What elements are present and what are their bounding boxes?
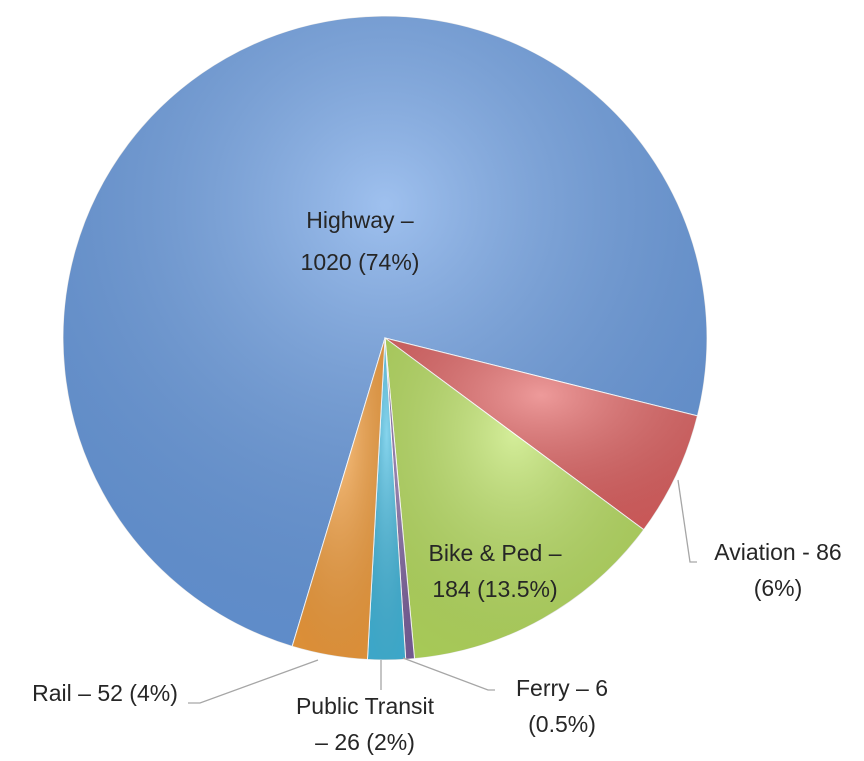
data-label: 1020 (74%)	[301, 249, 420, 275]
data-label: Rail – 52 (4%)	[32, 680, 178, 706]
data-label: (0.5%)	[528, 711, 596, 737]
data-label: Public Transit	[296, 693, 435, 719]
data-label: Bike & Ped –	[429, 540, 562, 566]
pie	[62, 15, 708, 661]
leader-line	[402, 657, 495, 691]
labels: Highway – 1020 (74%) Aviation - 86 (6%) Bike…	[32, 207, 842, 755]
leader-line	[188, 659, 319, 704]
data-label: Highway –	[306, 207, 414, 233]
data-label: 184 (13.5%)	[432, 576, 557, 602]
data-label: (6%)	[754, 575, 803, 601]
data-label: Aviation - 86	[714, 539, 841, 565]
data-label: – 26 (2%)	[315, 729, 415, 755]
leader-line	[677, 479, 697, 563]
data-label: Ferry – 6	[516, 675, 608, 701]
